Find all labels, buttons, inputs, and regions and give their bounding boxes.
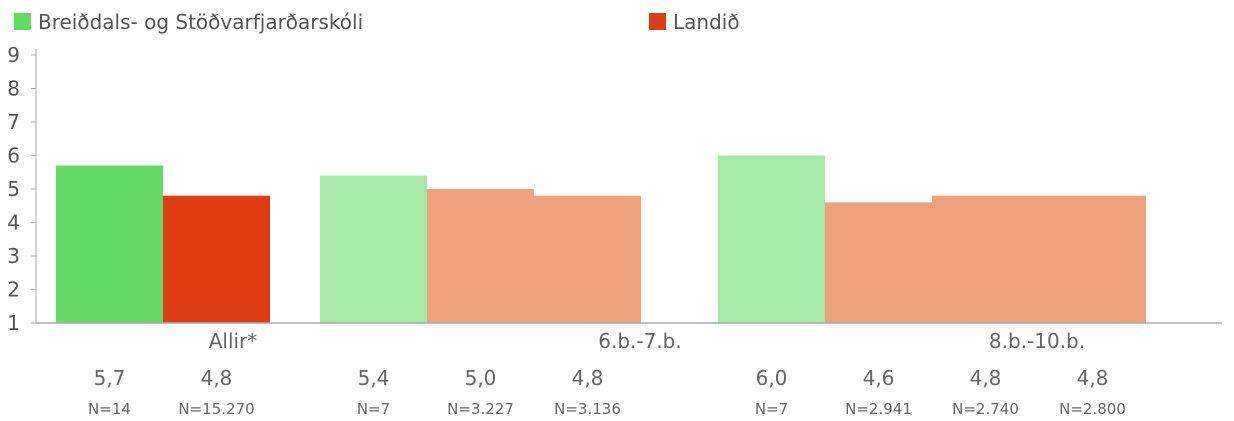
value-label-3: 5,0	[465, 366, 497, 390]
y-tick-label-2: 2	[7, 278, 20, 302]
legend-label-0: Breiðdals- og Stöðvarfjarðarskóli	[38, 10, 363, 34]
bar-8	[1039, 195, 1146, 323]
bar-6	[825, 202, 932, 323]
value-label-6: 4,6	[863, 366, 895, 390]
n-label-5: N=7	[755, 400, 788, 418]
y-tick-label-8: 8	[7, 77, 20, 101]
value-label-0: 5,7	[94, 366, 126, 390]
value-label-8: 4,8	[1077, 366, 1109, 390]
y-tick-label-3: 3	[7, 244, 20, 268]
n-label-8: N=2.800	[1059, 400, 1126, 418]
n-label-3: N=3.227	[447, 400, 514, 418]
n-label-4: N=3.136	[554, 400, 621, 418]
group-label-2: 8.b.-10.b.	[989, 329, 1085, 353]
bar-7	[932, 195, 1039, 323]
bar-1	[163, 195, 270, 323]
bars	[56, 155, 1146, 323]
group-label-0: Allir*	[209, 329, 258, 353]
legend-label-1: Landið	[673, 10, 740, 34]
value-labels: 5,7 N=14 4,8 N=15.270 5,4 N=7 5,0 N=3.227 4,8 N=3…	[88, 366, 1126, 418]
n-label-0: N=14	[88, 400, 131, 418]
value-label-2: 5,4	[358, 366, 390, 390]
y-tick-label-1: 1	[7, 311, 20, 335]
y-axis: 1 2 3 4 5 6 7 8 9	[7, 43, 37, 335]
bar-5	[718, 155, 825, 323]
value-label-4: 4,8	[572, 366, 604, 390]
bar-3	[427, 189, 534, 323]
y-tick-label-6: 6	[7, 144, 20, 168]
value-label-1: 4,8	[201, 366, 233, 390]
legend-swatch-0	[14, 13, 31, 30]
value-label-5: 6,0	[756, 366, 788, 390]
y-tick-label-4: 4	[7, 211, 20, 235]
n-label-2: N=7	[357, 400, 390, 418]
bar-4	[534, 195, 641, 323]
n-label-6: N=2.941	[845, 400, 912, 418]
value-label-7: 4,8	[970, 366, 1002, 390]
n-label-1: N=15.270	[178, 400, 254, 418]
y-tick-label-5: 5	[7, 177, 20, 201]
y-tick-label-9: 9	[7, 43, 20, 67]
legend-swatch-1	[649, 13, 666, 30]
bar-0	[56, 165, 163, 323]
bar-2	[320, 175, 427, 323]
legend: Breiðdals- og Stöðvarfjarðarskóli Landið	[14, 10, 740, 34]
x-axis: Allir* 6.b.-7.b. 8.b.-10.b.	[36, 322, 1222, 353]
group-label-1: 6.b.-7.b.	[598, 329, 682, 353]
y-tick-label-7: 7	[7, 110, 20, 134]
n-label-7: N=2.740	[952, 400, 1019, 418]
